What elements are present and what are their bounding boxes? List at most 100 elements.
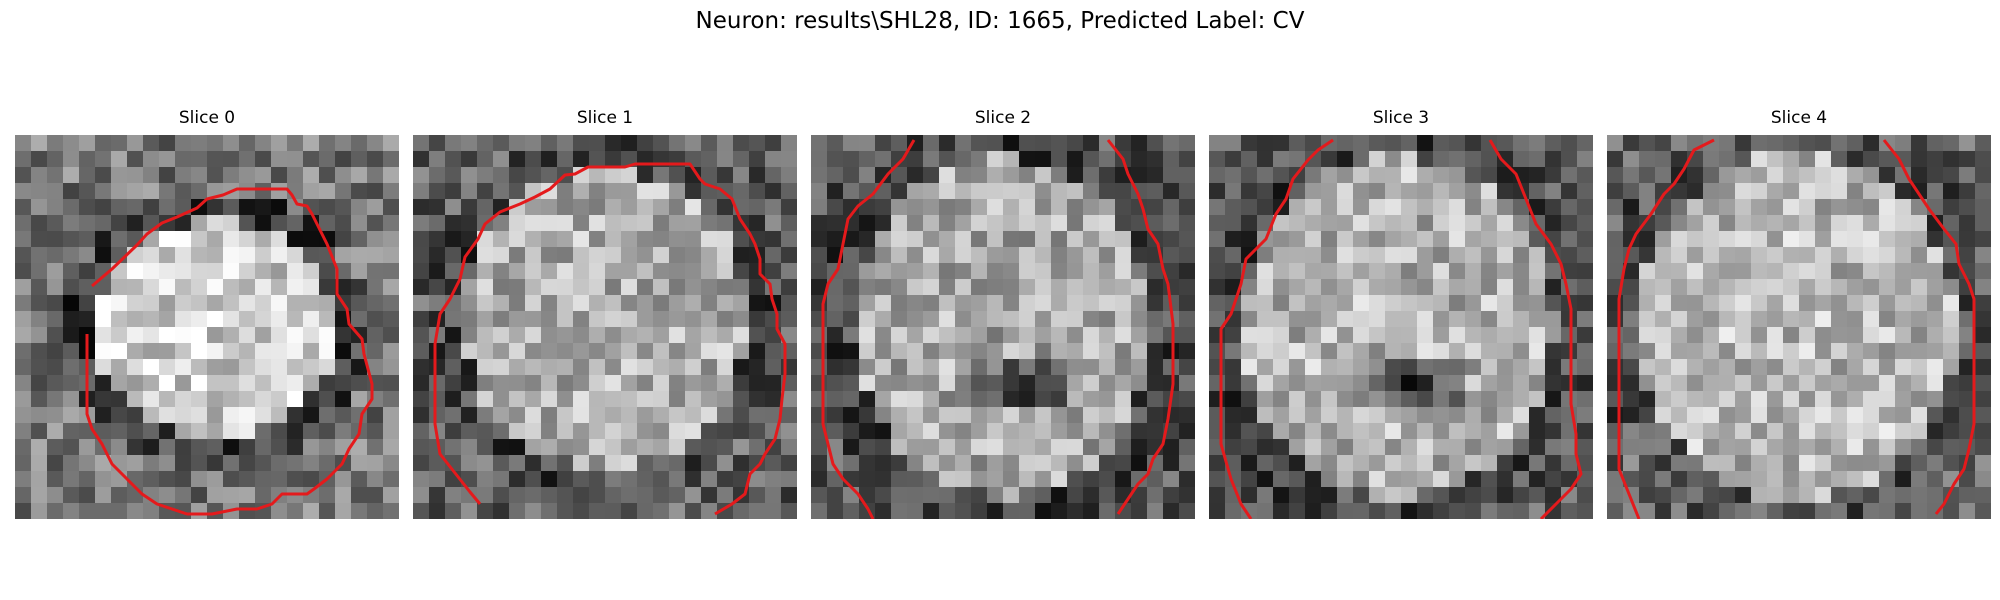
pixel-cell	[605, 391, 622, 408]
pixel-cell	[1019, 359, 1036, 376]
pixel-cell	[383, 215, 399, 232]
pixel-cell	[1607, 247, 1624, 264]
pixel-cell	[127, 151, 144, 168]
pixel-cell	[445, 343, 462, 360]
pixel-cell	[1305, 263, 1322, 280]
pixel-cell	[589, 167, 606, 184]
pixel-cell	[1369, 263, 1386, 280]
pixel-cell	[1895, 199, 1912, 216]
pixel-cell	[1035, 423, 1052, 440]
pixel-cell	[1927, 151, 1944, 168]
pixel-cell	[1289, 135, 1306, 152]
pixel-cell	[1225, 167, 1242, 184]
pixel-cell	[1927, 263, 1944, 280]
pixel-cell	[1289, 375, 1306, 392]
pixel-cell	[271, 423, 288, 440]
pixel-cell	[1179, 455, 1195, 472]
pixel-cell	[843, 439, 860, 456]
pixel-cell	[1035, 295, 1052, 312]
pixel-cell	[939, 167, 956, 184]
pixel-cell	[1241, 503, 1258, 519]
pixel-cell	[541, 279, 558, 296]
pixel-cell	[843, 167, 860, 184]
pixel-cell	[1529, 151, 1546, 168]
pixel-cell	[1623, 199, 1640, 216]
pixel-cell	[525, 135, 542, 152]
pixel-cell	[335, 247, 352, 264]
pixel-cell	[1385, 343, 1402, 360]
pixel-cell	[955, 167, 972, 184]
pixel-cell	[1003, 167, 1020, 184]
pixel-cell	[1671, 503, 1688, 519]
pixel-cell	[239, 167, 256, 184]
pixel-cell	[1799, 503, 1816, 519]
pixel-cell	[621, 183, 638, 200]
pixel-cell	[669, 455, 686, 472]
pixel-cell	[143, 183, 160, 200]
pixel-cell	[1257, 407, 1274, 424]
pixel-cell	[955, 135, 972, 152]
pixel-cell	[1083, 455, 1100, 472]
pixel-cell	[1895, 391, 1912, 408]
pixel-cell	[47, 375, 64, 392]
pixel-cell	[1927, 279, 1944, 296]
pixel-cell	[1099, 279, 1116, 296]
pixel-cell	[749, 183, 766, 200]
pixel-cell	[509, 439, 526, 456]
pixel-cell	[843, 279, 860, 296]
pixel-cell	[1465, 295, 1482, 312]
pixel-cell	[1623, 391, 1640, 408]
pixel-cell	[1433, 263, 1450, 280]
pixel-cell	[319, 407, 336, 424]
pixel-cell	[1417, 375, 1434, 392]
pixel-cell	[1209, 215, 1226, 232]
pixel-cell	[1975, 183, 1991, 200]
pixel-cell	[15, 439, 32, 456]
pixel-cell	[859, 391, 876, 408]
pixel-cell	[477, 295, 494, 312]
pixel-cell	[621, 503, 638, 519]
pixel-cell	[749, 199, 766, 216]
pixel-cell	[1401, 503, 1418, 519]
pixel-cell	[589, 279, 606, 296]
pixel-cell	[287, 167, 304, 184]
pixel-cell	[1687, 343, 1704, 360]
pixel-cell	[811, 375, 828, 392]
pixel-cell	[573, 215, 590, 232]
pixel-cell	[1209, 455, 1226, 472]
pixel-cell	[1305, 391, 1322, 408]
pixel-cell	[1099, 311, 1116, 328]
pixel-cell	[31, 167, 48, 184]
pixel-cell	[477, 455, 494, 472]
pixel-cell	[1099, 135, 1116, 152]
pixel-cell	[1067, 343, 1084, 360]
pixel-cell	[1847, 359, 1864, 376]
pixel-cell	[175, 471, 192, 488]
pixel-cell	[859, 471, 876, 488]
pixel-cell	[63, 391, 80, 408]
pixel-cell	[1433, 327, 1450, 344]
pixel-cell	[207, 231, 224, 248]
pixel-cell	[1321, 215, 1338, 232]
pixel-cell	[1879, 231, 1896, 248]
pixel-cell	[1241, 423, 1258, 440]
pixel-cell	[971, 199, 988, 216]
pixel-cell	[1751, 199, 1768, 216]
pixel-cell	[733, 247, 750, 264]
pixel-cell	[781, 327, 797, 344]
pixel-cell	[717, 391, 734, 408]
pixel-cell	[891, 279, 908, 296]
pixel-cell	[1863, 327, 1880, 344]
pixel-cell	[859, 151, 876, 168]
pixel-cell	[1385, 503, 1402, 519]
pixel-cell	[1289, 247, 1306, 264]
pixel-cell	[573, 423, 590, 440]
pixel-cell	[1179, 343, 1195, 360]
pixel-cell	[1911, 215, 1928, 232]
pixel-cell	[127, 135, 144, 152]
pixel-cell	[1863, 359, 1880, 376]
pixel-cell	[637, 423, 654, 440]
pixel-cell	[1783, 391, 1800, 408]
pixel-cell	[461, 503, 478, 519]
pixel-cell	[1131, 167, 1148, 184]
